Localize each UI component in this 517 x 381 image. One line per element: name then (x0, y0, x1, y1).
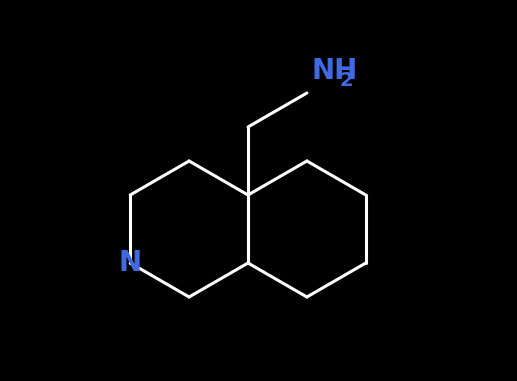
Text: NH: NH (312, 57, 358, 85)
Text: 2: 2 (340, 71, 354, 90)
Text: N: N (119, 249, 142, 277)
